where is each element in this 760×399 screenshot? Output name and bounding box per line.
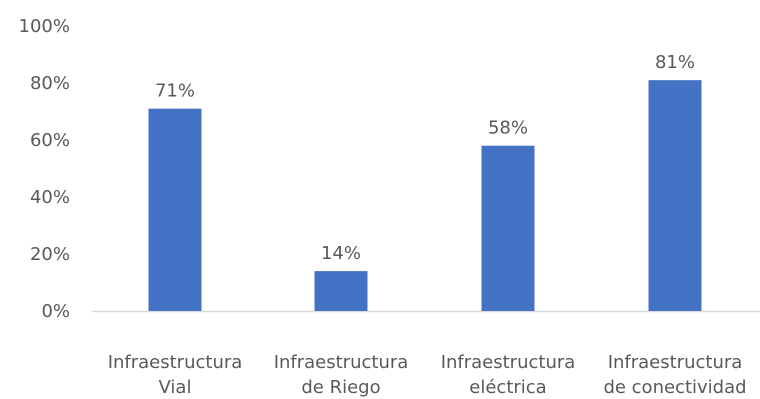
- x-category-label-line: Infraestructura: [441, 352, 576, 373]
- x-category-label: Infraestructura de Riego: [274, 352, 409, 398]
- bar: [481, 145, 535, 311]
- data-labels: 71% 14% 58% 81%: [155, 52, 695, 264]
- x-category-label-line: Infraestructura: [608, 352, 743, 373]
- x-category-label-line: eléctrica: [469, 377, 546, 398]
- bar-value-label: 71%: [155, 81, 195, 102]
- y-tick-label: 0%: [41, 301, 70, 322]
- x-category-label-line: Infraestructura: [274, 352, 409, 373]
- bar-value-label: 81%: [655, 52, 695, 73]
- y-tick-label: 80%: [30, 73, 70, 94]
- x-category-label: Infraestructura de conectividad: [603, 352, 746, 398]
- bar-value-label: 14%: [321, 243, 361, 264]
- y-tick-label: 100%: [19, 16, 70, 37]
- bar: [314, 271, 368, 311]
- bar: [148, 108, 202, 312]
- y-tick-label: 20%: [30, 244, 70, 265]
- y-axis-tick-labels: 0% 20% 40% 60% 80% 100%: [19, 16, 70, 322]
- bar: [648, 80, 702, 312]
- bars: [148, 80, 702, 312]
- x-category-label-line: Infraestructura: [108, 352, 243, 373]
- bar-value-label: 58%: [488, 118, 528, 139]
- y-tick-label: 60%: [30, 130, 70, 151]
- x-category-label-line: Vial: [159, 377, 192, 398]
- x-category-label: Infraestructura eléctrica: [441, 352, 576, 398]
- x-category-label: Infraestructura Vial: [108, 352, 243, 398]
- x-category-label-line: de Riego: [301, 377, 380, 398]
- x-axis-category-labels: Infraestructura Vial Infraestructura de Rie…: [108, 352, 747, 398]
- x-category-label-line: de conectividad: [603, 377, 746, 398]
- y-tick-label: 40%: [30, 187, 70, 208]
